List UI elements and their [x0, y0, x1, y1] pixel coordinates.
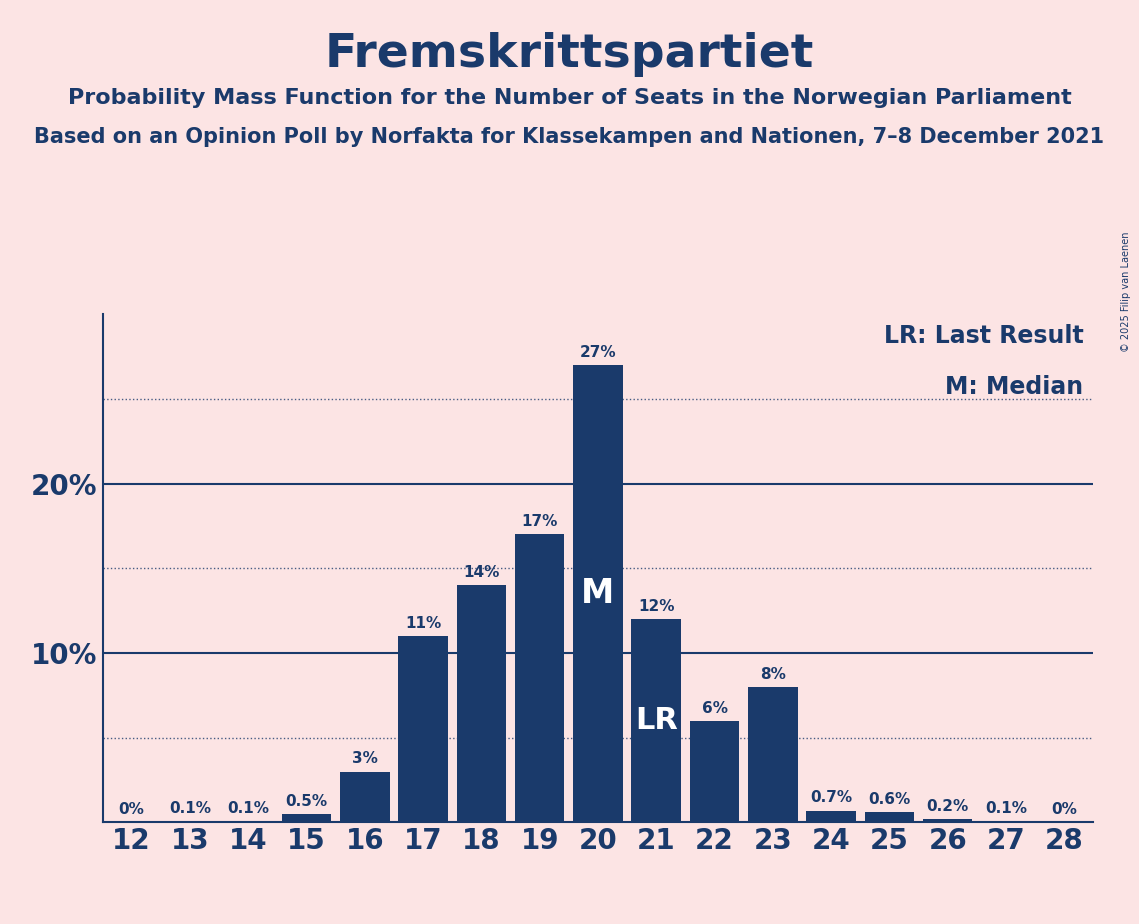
Text: M: M	[581, 578, 615, 610]
Text: © 2025 Filip van Laenen: © 2025 Filip van Laenen	[1121, 231, 1131, 351]
Bar	[573, 365, 623, 822]
Text: Fremskrittspartiet: Fremskrittspartiet	[325, 32, 814, 78]
Text: 12%: 12%	[638, 599, 674, 614]
Bar	[981, 821, 1031, 822]
Bar	[690, 721, 739, 822]
Bar	[631, 619, 681, 822]
Bar	[806, 810, 855, 822]
Text: 0.7%: 0.7%	[810, 790, 852, 806]
Text: 3%: 3%	[352, 751, 378, 767]
Bar	[223, 821, 273, 822]
Text: 0.2%: 0.2%	[927, 799, 969, 814]
Bar	[341, 772, 390, 822]
Bar	[281, 814, 331, 822]
Text: LR: LR	[634, 706, 678, 736]
Text: 27%: 27%	[580, 345, 616, 359]
Text: Probability Mass Function for the Number of Seats in the Norwegian Parliament: Probability Mass Function for the Number…	[67, 88, 1072, 108]
Text: 11%: 11%	[405, 616, 441, 631]
Text: 17%: 17%	[522, 515, 558, 529]
Text: 0.1%: 0.1%	[985, 800, 1027, 816]
Text: 14%: 14%	[464, 565, 500, 580]
Text: 0.1%: 0.1%	[169, 800, 211, 816]
Text: 8%: 8%	[760, 667, 786, 682]
Bar	[399, 636, 448, 822]
Text: 0.5%: 0.5%	[286, 794, 328, 808]
Bar	[515, 534, 565, 822]
Text: 6%: 6%	[702, 700, 728, 715]
Bar	[748, 687, 797, 822]
Bar	[865, 812, 915, 822]
Bar	[457, 585, 506, 822]
Bar	[923, 819, 973, 822]
Text: 0.6%: 0.6%	[868, 792, 910, 808]
Text: 0%: 0%	[1051, 802, 1077, 818]
Text: M: Median: M: Median	[945, 375, 1083, 399]
Text: 0%: 0%	[118, 802, 145, 818]
Text: 0.1%: 0.1%	[228, 800, 269, 816]
Text: LR: Last Result: LR: Last Result	[884, 324, 1083, 348]
Text: Based on an Opinion Poll by Norfakta for Klassekampen and Nationen, 7–8 December: Based on an Opinion Poll by Norfakta for…	[34, 127, 1105, 147]
Bar	[165, 821, 215, 822]
